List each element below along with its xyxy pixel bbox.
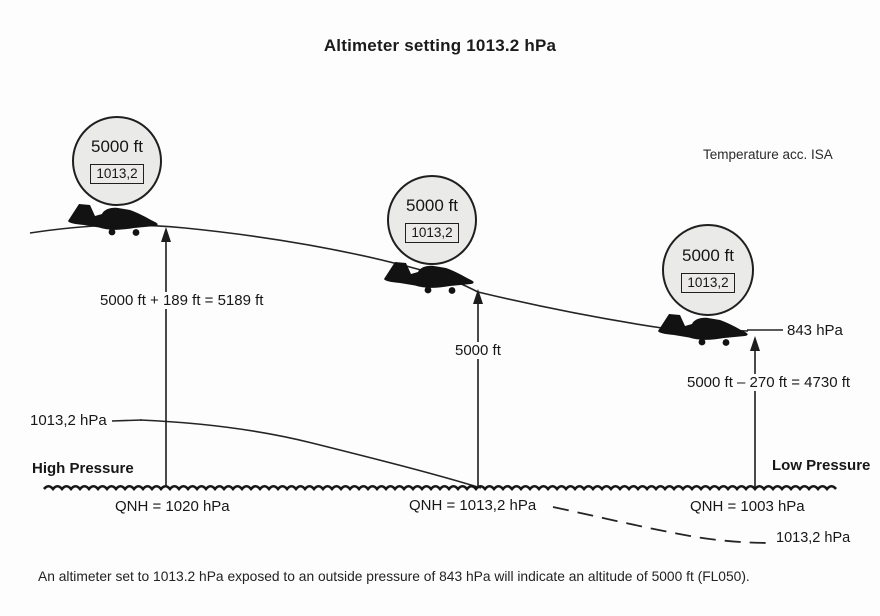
indicated-altitude-3: 5000 ft (682, 245, 734, 265)
aircraft-icon-2 (384, 262, 474, 294)
qnh-mid-label: QNH = 1013,2 hPa (409, 497, 537, 514)
isobar-bottom-label: 1013,2 hPa (776, 530, 851, 546)
qnh-right-label: QNH = 1003 hPa (690, 498, 805, 515)
altimeter-setting-window-3: 1013,2 (681, 272, 735, 293)
indicated-altitude-1: 5000 ft (91, 136, 143, 156)
ground-line (42, 484, 838, 492)
aircraft-icon-3 (658, 314, 748, 346)
indicated-altitude-2: 5000 ft (406, 195, 458, 215)
altitude-arrow-2 (473, 289, 483, 487)
diagram-caption: An altimeter set to 1013.2 hPa exposed t… (38, 569, 750, 584)
altitude-label-mid: 5000 ft (452, 342, 504, 359)
altitude-arrow-3 (750, 336, 760, 487)
altimeter-setting-window-1: 1013,2 (90, 163, 144, 184)
high-pressure-label: High Pressure (32, 460, 134, 477)
altimeter-setting-window-2: 1013,2 (405, 222, 459, 243)
aircraft-icon-1 (68, 204, 158, 236)
altitude-equation-high: 5000 ft + 189 ft = 5189 ft (97, 292, 267, 309)
diagram-title: Altimeter setting 1013.2 hPa (323, 36, 557, 55)
low-pressure-label: Low Pressure (772, 457, 871, 474)
isobar-curve-1013 (139, 419, 482, 489)
temperature-note: Temperature acc. ISA (703, 147, 833, 162)
altimeter-balloon-2: 5000 ft 1013,2 (387, 175, 477, 265)
pressure-surface-843-curve (29, 224, 749, 332)
pressure-843-label: 843 hPa (787, 322, 843, 339)
isobar-left-label: 1013,2 hPa (30, 412, 107, 429)
altitude-arrow-1 (161, 227, 171, 487)
qnh-left-label: QNH = 1020 hPa (115, 498, 230, 515)
isobar-left-connector (111, 419, 143, 422)
altitude-equation-low: 5000 ft – 270 ft = 4730 ft (684, 374, 854, 391)
altimeter-balloon-3: 5000 ft 1013,2 (662, 224, 754, 316)
altimeter-balloon-1: 5000 ft 1013,2 (72, 116, 162, 206)
